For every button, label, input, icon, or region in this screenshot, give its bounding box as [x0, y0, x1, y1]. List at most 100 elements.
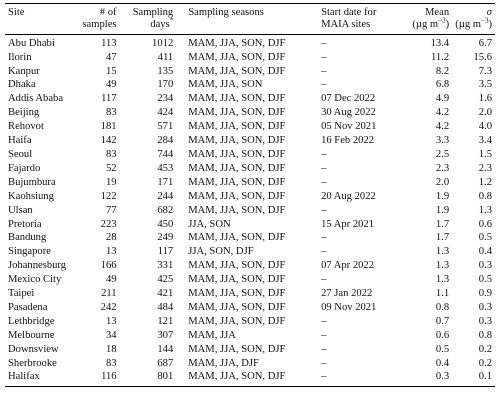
table-row: Johannesburg 166 331 MAM, JJA, SON, DJF 07 A… [5, 259, 495, 273]
cell-mean: 2.0 [435, 176, 450, 188]
table-row: Bujumbura 19 171 MAM, JJA, SON, DJF – 2.0 1.2 [5, 176, 495, 190]
cell-sampling-days: 682 [157, 204, 174, 216]
table-row: Dhaka 49 170 MAM, JJA, SON – 6.8 3.5 [5, 78, 495, 92]
cell-samples: 19 [105, 176, 117, 188]
cell-site: Johannesburg [8, 260, 67, 272]
cell-samples: 242 [100, 301, 117, 313]
table-row: Kaohsiung 122 244 MAM, JJA, SON, DJF 20 Aug … [5, 190, 495, 204]
cell-sampling-days: 307 [157, 329, 174, 341]
cell-start-date: 09 Nov 2021 [321, 301, 377, 313]
cell-start-date: – [321, 329, 327, 341]
cell-mean: 1.1 [435, 288, 450, 300]
cell-site: Mexico City [8, 274, 62, 286]
cell-mean: 1.3 [435, 274, 450, 286]
cell-samples: 117 [101, 93, 117, 105]
cell-site: Addis Ababa [8, 93, 64, 105]
cell-mean: 1.3 [435, 246, 450, 258]
cell-sampling-days: 331 [157, 260, 174, 272]
cell-sigma: 0.8 [478, 329, 492, 341]
cell-mean: 11.2 [430, 51, 450, 63]
cell-samples: 223 [100, 218, 117, 230]
cell-sampling-seasons: MAM, JJA, SON, DJF [188, 176, 286, 188]
cell-sampling-seasons: MAM, JJA [188, 329, 236, 341]
cell-sigma: 0.3 [478, 315, 492, 327]
cell-site: Halifax [5, 370, 71, 388]
cell-start-date: – [321, 79, 327, 91]
cell-samples: 166 [100, 260, 117, 272]
cell-start-date: 16 Feb 2022 [321, 135, 375, 147]
cell-mean: 4.2 [435, 107, 450, 119]
cell-sampling-days: 744 [157, 148, 174, 160]
cell-sigma: 2.0 [478, 107, 492, 119]
cell-mean: 13.4 [430, 37, 450, 49]
site-statistics-table: Site # of samples Sampling days* Sampling … [5, 3, 495, 388]
cell-site: Ulsan [8, 204, 33, 216]
cell-samples: 49 [105, 79, 117, 91]
cell-sigma: 1.2 [478, 176, 492, 188]
cell-sigma: 0.4 [478, 246, 492, 258]
table-row: Addis Ababa 117 234 MAM, JJA, SON, DJF 07 De… [5, 92, 495, 106]
table-row: Haifa 142 284 MAM, JJA, SON, DJF 16 Feb 2022… [5, 134, 495, 148]
cell-mean: 0.3 [399, 370, 453, 388]
cell-start-date: – [321, 357, 327, 369]
cell-site: Pasadena [8, 301, 48, 313]
cell-sampling-days: 801 [119, 370, 177, 388]
cell-samples: 122 [100, 190, 117, 202]
cell-sampling-days: 171 [157, 176, 174, 188]
header-sigma: σ (µg m−3) [452, 3, 495, 35]
cell-sampling-seasons: MAM, JJA, SON, DJF [188, 65, 286, 77]
cell-sigma: 3.4 [478, 135, 492, 147]
cell-samples: 77 [105, 204, 117, 216]
cell-site: Fajardo [8, 162, 41, 174]
cell-sampling-days: 421 [157, 288, 174, 300]
cell-sampling-seasons: MAM, JJA, SON, DJF [188, 162, 286, 174]
cell-start-date: – [321, 246, 327, 258]
cell-start-date: – [321, 315, 327, 327]
cell-start-date: 07 Apr 2022 [321, 260, 375, 272]
cell-samples: 18 [105, 343, 117, 355]
cell-mean: 4.2 [435, 121, 450, 133]
cell-sampling-days: 244 [157, 190, 174, 202]
cell-start-date: – [321, 148, 327, 160]
cell-sampling-days: 411 [157, 51, 174, 63]
cell-samples: 13 [105, 315, 117, 327]
cell-sampling-seasons: MAM, JJA, SON, DJF [188, 301, 286, 313]
cell-mean: 0.5 [435, 343, 450, 355]
cell-mean: 6.8 [435, 79, 450, 91]
cell-sampling-days: 121 [157, 315, 174, 327]
cell-sampling-days: 249 [157, 232, 174, 244]
cell-samples: 142 [100, 135, 117, 147]
cell-samples: 83 [105, 357, 117, 369]
cell-mean: 8.2 [435, 65, 450, 77]
cell-mean: 0.6 [435, 329, 450, 341]
cell-sampling-days: 571 [157, 121, 174, 133]
cell-sigma: 15.6 [473, 51, 492, 63]
table-row: Fajardo 52 453 MAM, JJA, SON, DJF – 2.3 2.3 [5, 162, 495, 176]
cell-sigma: 0.9 [478, 288, 492, 300]
cell-start-date: – [321, 232, 327, 244]
cell-sampling-seasons: MAM, JJA, SON, DJF [188, 343, 286, 355]
cell-sampling-seasons: MAM, JJA, SON, DJF [188, 315, 286, 327]
cell-sampling-seasons: MAM, JJA, SON, DJF [188, 148, 286, 160]
cell-samples: 49 [105, 274, 117, 286]
cell-samples: 15 [105, 65, 117, 77]
cell-sampling-seasons: MAM, JJA, SON, DJF [188, 37, 286, 49]
table-row: Mexico City 49 425 MAM, JJA, SON, DJF – 1.3 0.… [5, 273, 495, 287]
cell-sampling-seasons: MAM, JJA, SON, DJF [188, 51, 286, 63]
cell-sigma: 7.3 [478, 65, 492, 77]
table-header: Site # of samples Sampling days* Sampling … [5, 3, 495, 35]
cell-sigma: 1.6 [478, 93, 492, 105]
cell-start-date: – [321, 204, 327, 216]
cell-mean: 1.7 [435, 218, 450, 230]
cell-site: Beijing [8, 107, 40, 119]
cell-start-date: – [321, 176, 327, 188]
cell-sigma: 0.3 [478, 260, 492, 272]
cell-sampling-days: 1012 [152, 37, 174, 49]
cell-sampling-days: 135 [157, 65, 174, 77]
table-row: Melbourne 34 307 MAM, JJA – 0.6 0.8 [5, 329, 495, 343]
cell-sampling-seasons: MAM, JJA, SON, DJF [188, 288, 286, 300]
cell-sampling-seasons: MAM, JJA, SON, DJF [188, 274, 286, 286]
table-row: Lethbridge 13 121 MAM, JJA, SON, DJF – 0.7 0.3 [5, 315, 495, 329]
cell-site: Singapore [8, 246, 51, 258]
table-body: Abu Dhabi 113 1012 MAM, JJA, SON, DJF –13.4 6… [5, 34, 495, 388]
